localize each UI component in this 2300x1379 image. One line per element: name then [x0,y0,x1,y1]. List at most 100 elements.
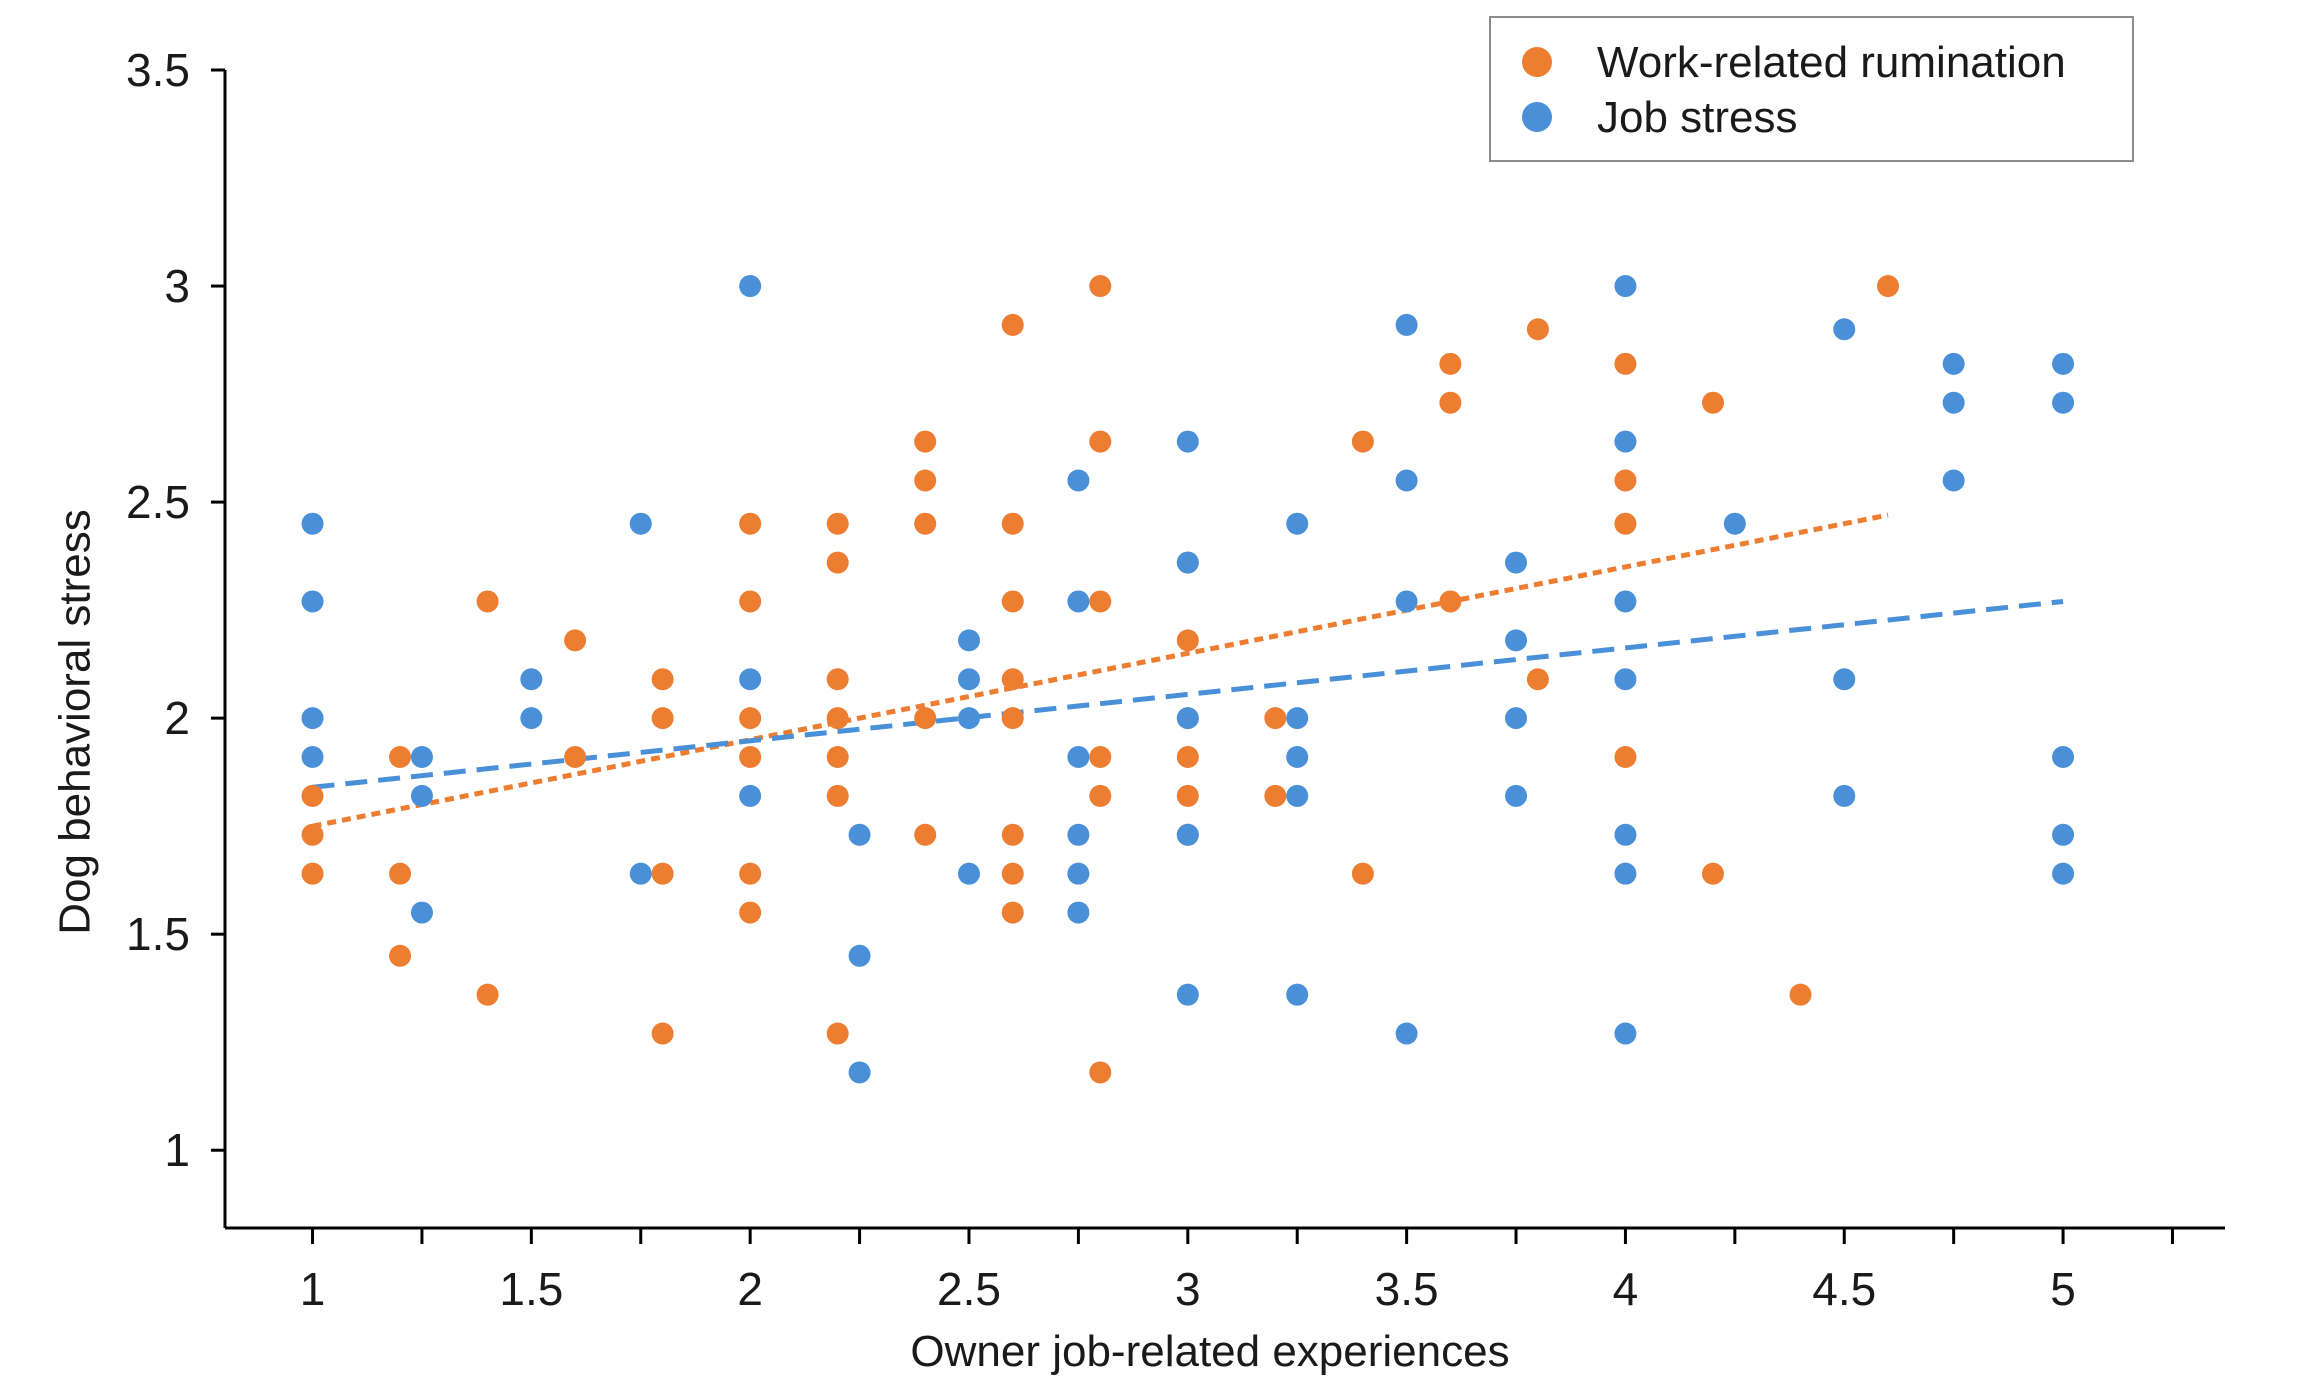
point-job-stress [739,668,762,691]
point-work-related-rumination [651,862,674,885]
point-work-related-rumination [301,823,324,846]
point-job-stress [1286,707,1309,730]
point-job-stress [1833,784,1856,807]
trendline-layer [312,512,2064,829]
point-work-related-rumination [1001,862,1024,885]
point-work-related-rumination [826,551,849,574]
point-work-related-rumination [739,707,762,730]
point-job-stress [410,784,433,807]
point-work-related-rumination [1439,352,1462,375]
point-job-stress [739,784,762,807]
x-tick-label: 5 [2050,1263,2076,1315]
point-work-related-rumination [739,901,762,924]
x-tick-label: 4.5 [1812,1263,1876,1315]
point-job-stress [629,862,652,885]
point-job-stress [2052,391,2075,414]
point-work-related-rumination [1439,590,1462,613]
point-work-related-rumination [301,784,324,807]
y-tick-label: 3.5 [126,44,190,96]
point-work-related-rumination [1089,1061,1112,1084]
y-tick-label: 1.5 [126,908,190,960]
point-job-stress [1067,862,1090,885]
point-work-related-rumination [914,823,937,846]
point-work-related-rumination [739,746,762,769]
point-job-stress [1505,707,1528,730]
point-job-stress [520,668,543,691]
x-axis-title: Owner job-related experiences [910,1327,1509,1376]
point-job-stress [1286,746,1309,769]
y-tick-label: 3 [164,260,190,312]
point-job-stress [2052,352,2075,375]
point-job-stress [1942,469,1965,492]
y-tick-label: 1 [164,1124,190,1176]
point-work-related-rumination [914,707,937,730]
point-work-related-rumination [1614,512,1637,535]
point-job-stress [1614,1022,1637,1045]
point-work-related-rumination [826,1022,849,1045]
point-job-stress [1395,469,1418,492]
point-job-stress [1614,275,1637,298]
point-job-stress [1614,668,1637,691]
x-tick-label: 1 [300,1263,326,1315]
point-work-related-rumination [1877,275,1900,298]
point-work-related-rumination [826,784,849,807]
point-job-stress [2052,862,2075,885]
point-work-related-rumination [1614,746,1637,769]
point-work-related-rumination [1614,469,1637,492]
point-work-related-rumination [1001,512,1024,535]
y-axis-title: Dog behavioral stress [51,509,100,935]
point-work-related-rumination [914,430,937,453]
point-job-stress [301,746,324,769]
point-work-related-rumination [476,590,499,613]
point-job-stress [848,944,871,967]
legend-marker-job-stress [1522,102,1552,132]
point-work-related-rumination [1264,784,1287,807]
x-tick-label: 2.5 [937,1263,1001,1315]
legend-box [1489,16,2134,162]
x-tick-label: 3.5 [1375,1263,1439,1315]
point-work-related-rumination [1176,629,1199,652]
point-work-related-rumination [1001,313,1024,336]
point-work-related-rumination [1001,590,1024,613]
point-work-related-rumination [1351,430,1374,453]
point-job-stress [1395,590,1418,613]
point-job-stress [1614,862,1637,885]
point-job-stress [1286,784,1309,807]
point-job-stress [1723,512,1746,535]
point-job-stress [2052,746,2075,769]
point-job-stress [1942,352,1965,375]
point-work-related-rumination [1089,784,1112,807]
point-work-related-rumination [389,746,412,769]
point-job-stress [301,512,324,535]
axes [223,70,2225,1230]
point-job-stress [1067,469,1090,492]
point-job-stress [1614,823,1637,846]
legend-marker-work-related-rumination [1522,47,1552,77]
point-job-stress [1176,823,1199,846]
point-work-related-rumination [1701,391,1724,414]
data-points-layer [301,275,2075,1084]
x-tick-label: 3 [1175,1263,1201,1315]
point-work-related-rumination [1701,862,1724,885]
point-job-stress [520,707,543,730]
y-axis-ticks: 1 1.5 2 2.5 3 3.5 [126,44,225,1176]
point-work-related-rumination [1526,318,1549,341]
point-work-related-rumination [1789,983,1812,1006]
point-work-related-rumination [651,707,674,730]
point-work-related-rumination [564,746,587,769]
point-work-related-rumination [651,668,674,691]
point-work-related-rumination [1176,746,1199,769]
legend-label-work-related-rumination: Work-related rumination [1597,38,2066,87]
y-tick-label: 2.5 [126,476,190,528]
point-job-stress [1286,983,1309,1006]
point-job-stress [1176,430,1199,453]
point-work-related-rumination [1001,707,1024,730]
point-work-related-rumination [564,629,587,652]
x-tick-label: 1.5 [499,1263,563,1315]
point-job-stress [1176,983,1199,1006]
point-work-related-rumination [389,862,412,885]
point-job-stress [301,590,324,613]
point-job-stress [957,668,980,691]
